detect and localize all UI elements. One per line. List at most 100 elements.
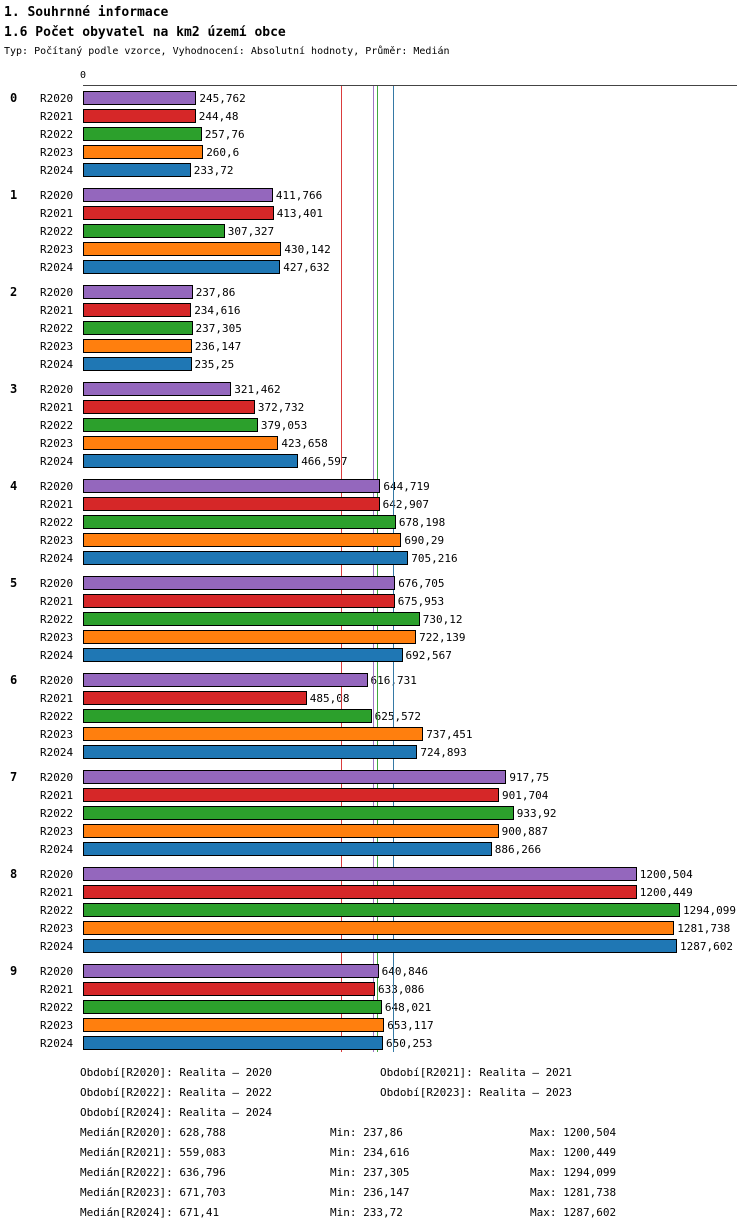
bar-4-R2023: [83, 533, 402, 547]
bar-3-R2020: [83, 382, 232, 396]
series-label: R2021: [40, 594, 74, 608]
bar-row: 2 R2020 237,86: [0, 283, 742, 301]
min-stat: Min: 233,72: [330, 1205, 403, 1219]
bar-row: 5 R2020 676,705: [0, 574, 742, 592]
bar-7-R2021: [83, 788, 499, 802]
series-label: R2020: [40, 382, 74, 396]
series-label: R2022: [40, 806, 74, 820]
bar-value-label: 900,887: [501, 824, 548, 838]
series-label: R2024: [40, 842, 74, 856]
series-label: R2023: [40, 630, 74, 644]
legend-row: Období[R2020]: Realita – 2020 Období[R20…: [80, 1062, 750, 1082]
bar-value-label: 237,305: [195, 321, 242, 335]
bar-value-label: 933,92: [516, 806, 557, 820]
series-label: R2020: [40, 673, 74, 687]
category-label: 9: [10, 964, 18, 978]
bar-value-label: 233,72: [193, 163, 234, 177]
bar-5-R2021: [83, 594, 395, 608]
bar-row: R2023 1281,738: [0, 919, 742, 937]
bar-group-4: 4 R2020 644,719 R2021 642,907 R2022 678,198 R20…: [0, 477, 742, 567]
bar-value-label: 678,198: [398, 515, 446, 529]
stats-row: Medián[R2022]: 636,796 Min: 237,305 Max:…: [80, 1162, 750, 1182]
bar-row: R2021 234,616: [0, 301, 742, 319]
legend-item: Období[R2024]: Realita – 2024: [80, 1105, 273, 1119]
bar-row: R2024 427,632: [0, 258, 742, 276]
bar-7-R2020: [83, 770, 507, 784]
bar-9-R2022: [83, 1000, 382, 1014]
series-label: R2024: [40, 745, 74, 759]
series-label: R2021: [40, 400, 74, 414]
bar-row: R2023 653,117: [0, 1016, 742, 1034]
bar-group-0: 0 R2020 245,762 R2021 244,48 R2022 257,76 R2023…: [0, 89, 742, 179]
bar-value-label: 690,29: [404, 533, 445, 547]
series-label: R2020: [40, 479, 74, 493]
series-label: R2021: [40, 885, 74, 899]
bar-3-R2021: [83, 400, 255, 414]
bar-9-R2023: [83, 1018, 385, 1032]
bar-row: 1 R2020 411,766: [0, 186, 742, 204]
bar-8-R2020: [83, 867, 637, 881]
series-label: R2020: [40, 91, 74, 105]
bar-1-R2021: [83, 206, 274, 220]
series-label: R2020: [40, 285, 74, 299]
series-label: R2020: [40, 188, 74, 202]
report-header: 1. Souhrnné informace 1.6 Počet obyvatel…: [0, 0, 750, 57]
bar-8-R2022: [83, 903, 680, 917]
bar-6-R2021: [83, 691, 307, 705]
bar-3-R2023: [83, 436, 279, 450]
bar-6-R2020: [83, 673, 368, 687]
bar-row: 9 R2020 640,846: [0, 962, 742, 980]
bar-row: R2022 307,327: [0, 222, 742, 240]
median-stat: Medián[R2021]: 559,083: [80, 1145, 226, 1159]
series-label: R2022: [40, 224, 74, 238]
bar-value-label: 234,616: [194, 303, 241, 317]
chart-footer: Období[R2020]: Realita – 2020 Období[R20…: [0, 1062, 750, 1222]
stats-row: Medián[R2020]: 628,788 Min: 237,86 Max: …: [80, 1122, 750, 1142]
bar-value-label: 724,893: [420, 745, 467, 759]
bar-value-label: 676,705: [398, 576, 445, 590]
bar-row: R2023 260,6: [0, 143, 742, 161]
bar-row: R2024 705,216: [0, 549, 742, 567]
bar-value-label: 1200,449: [639, 885, 693, 899]
bar-group-5: 5 R2020 676,705 R2021 675,953 R2022 730,12 R202…: [0, 574, 742, 664]
bar-6-R2024: [83, 745, 418, 759]
min-stat: Min: 237,86: [330, 1125, 403, 1139]
bar-value-label: 1281,738: [677, 921, 731, 935]
series-label: R2022: [40, 321, 74, 335]
min-stat: Min: 234,616: [330, 1145, 410, 1159]
series-label: R2020: [40, 964, 74, 978]
bar-row: R2023 690,29: [0, 531, 742, 549]
bar-5-R2022: [83, 612, 420, 626]
series-label: R2022: [40, 612, 74, 626]
legend-row: Období[R2022]: Realita – 2022 Období[R20…: [80, 1082, 750, 1102]
series-label: R2021: [40, 788, 74, 802]
bar-6-R2023: [83, 727, 424, 741]
series-label: R2024: [40, 454, 74, 468]
bar-3-R2024: [83, 454, 299, 468]
bar-row: R2024 233,72: [0, 161, 742, 179]
bar-row: R2022 648,021: [0, 998, 742, 1016]
bar-row: R2022 933,92: [0, 804, 742, 822]
category-label: 6: [10, 673, 18, 687]
legend-item: Období[R2023]: Realita – 2023: [380, 1085, 573, 1099]
bar-4-R2022: [83, 515, 396, 529]
median-stat: Medián[R2022]: 636,796: [80, 1165, 226, 1179]
max-stat: Max: 1281,738: [530, 1185, 617, 1199]
legend-item: Období[R2021]: Realita – 2021: [380, 1065, 573, 1079]
bar-row: 3 R2020 321,462: [0, 380, 742, 398]
bar-row: R2021 244,48: [0, 107, 742, 125]
series-label: R2024: [40, 551, 74, 565]
bar-4-R2020: [83, 479, 381, 493]
series-label: R2024: [40, 163, 74, 177]
category-label: 0: [10, 91, 18, 105]
bar-row: R2024 650,253: [0, 1034, 742, 1052]
bar-value-label: 901,704: [502, 788, 549, 802]
bar-row: R2024 886,266: [0, 840, 742, 858]
series-label: R2023: [40, 242, 74, 256]
series-label: R2020: [40, 770, 74, 784]
category-label: 5: [10, 576, 18, 590]
bar-2-R2020: [83, 285, 193, 299]
stats-row: Medián[R2024]: 671,41 Min: 233,72 Max: 1…: [80, 1202, 750, 1222]
series-label: R2022: [40, 515, 74, 529]
bar-0-R2020: [83, 91, 197, 105]
